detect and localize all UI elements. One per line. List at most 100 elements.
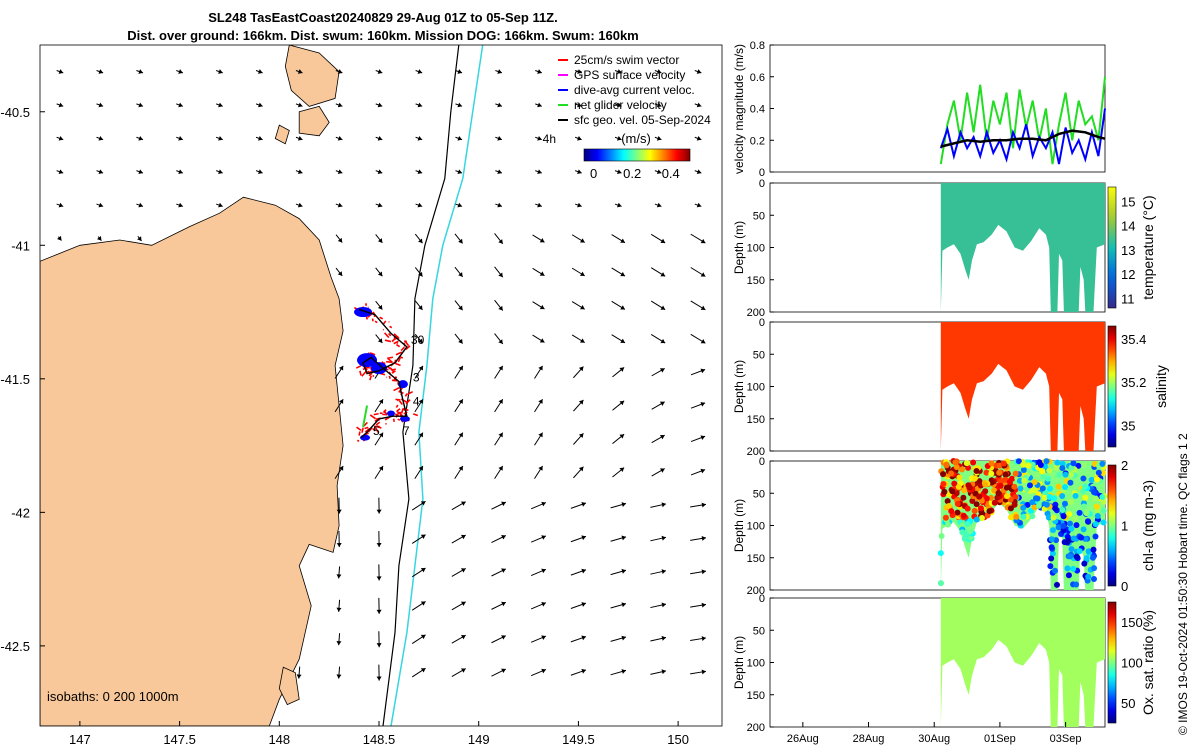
swim-vector	[404, 393, 408, 397]
salinity-panel-y-axis-label: Depth (m)	[732, 360, 746, 413]
sfc-geo-arrow-head	[659, 368, 665, 373]
chla-sample	[940, 481, 947, 488]
sfc-geo-arrow-head	[420, 501, 426, 506]
sfc-geo-arrow	[534, 398, 544, 413]
velocity-y-tick-label: 0.8	[750, 40, 765, 52]
chla-sample	[1051, 567, 1058, 574]
sfc-geo-arrow-head	[541, 668, 546, 674]
sfc-geo-arrow	[651, 468, 665, 477]
chla-sample	[1024, 501, 1031, 508]
sfc-geo-arrow-head	[417, 202, 423, 208]
sfc-geo-arrow	[454, 300, 464, 311]
chla-sample	[971, 507, 978, 514]
time-tick-label: 26Aug	[787, 733, 819, 745]
chla-sample	[961, 535, 968, 542]
sfc-geo-arrow	[612, 433, 625, 445]
sfc-geo-arrow	[650, 300, 666, 311]
chla-panel-y-tick-label: 50	[753, 488, 765, 500]
chla-sample	[1050, 514, 1057, 521]
sfc-geo-arrow	[530, 568, 547, 577]
swim-vector	[363, 421, 368, 427]
sfc-geo-arrow-head	[338, 365, 344, 371]
sfc-geo-arrow	[375, 234, 383, 244]
sfc-geo-arrow-head	[417, 135, 423, 141]
sfc-geo-arrow	[690, 233, 706, 244]
sfc-geo-arrow-head	[538, 465, 543, 471]
sfc-geo-arrow	[176, 102, 184, 108]
chla-sample	[1084, 518, 1091, 525]
sfc-geo-arrow	[414, 300, 423, 311]
temperature-panel-y-tick-label: 0	[759, 178, 765, 190]
salinity-panel-colorbar	[1107, 325, 1117, 448]
sfc-geo-arrow-head	[696, 102, 702, 108]
sfc-geo-arrow	[573, 366, 584, 379]
map-y-tick-label: -40.5	[0, 105, 30, 120]
chla-sample	[1060, 523, 1067, 530]
sfc-geo-arrow-head	[58, 135, 64, 141]
sfc-geo-arrow-head	[616, 69, 622, 74]
chla-sample	[1053, 581, 1060, 588]
chla-sample	[1037, 461, 1044, 468]
chla-sample	[942, 514, 949, 521]
salinity-panel-y-tick-label: 50	[753, 349, 765, 361]
swim-vector	[372, 374, 375, 378]
sfc-geo-arrow	[96, 202, 104, 208]
chla-sample	[1048, 555, 1055, 562]
sfc-geo-arrow	[454, 365, 464, 379]
swim-vector	[405, 399, 411, 405]
sfc-geo-arrow-head	[620, 238, 625, 243]
chla-sample	[1029, 513, 1036, 520]
sfc-geo-arrow	[654, 69, 662, 74]
sfc-geo-arrow-head	[701, 502, 706, 508]
chla-sample	[954, 509, 961, 516]
chla-sample	[1047, 563, 1054, 570]
chla-sample	[1100, 469, 1107, 476]
sfc-geo-arrow-head	[621, 635, 626, 641]
land-island-2	[274, 124, 290, 145]
sfc-geo-arrow-head	[541, 635, 546, 640]
sfc-geo-arrow	[57, 235, 62, 241]
sfc-geo-arrow	[534, 465, 544, 479]
sfc-geo-arrow-head	[377, 238, 383, 243]
sfc-geo-arrow	[335, 202, 343, 208]
sfc-geo-arrow	[651, 401, 665, 410]
temperature-panel-data-fill	[940, 183, 1105, 312]
sfc-geo-arrow	[650, 334, 666, 344]
sfc-geo-arrow-head	[619, 467, 625, 473]
sfc-geo-arrow	[335, 69, 343, 74]
sfc-geo-arrow	[296, 666, 302, 679]
temperature-panel-colorbar-tick-label: 14	[1121, 219, 1135, 234]
sfc-geo-arrow-head	[661, 602, 666, 608]
chla-sample	[1048, 544, 1055, 551]
swim-vector	[358, 431, 361, 436]
chla-sample	[996, 469, 1003, 476]
oxygen-panel-y-tick-label: 200	[747, 722, 765, 734]
sfc-geo-arrow	[374, 432, 384, 446]
chla-sample	[1059, 493, 1066, 500]
sfc-geo-arrow-head	[178, 69, 183, 74]
legend-label: GPS surface velocity	[574, 68, 685, 82]
sfc-geo-arrow	[532, 334, 545, 343]
chla-sample	[1025, 462, 1032, 469]
chla-sample	[1093, 503, 1100, 510]
chla-sample	[1067, 520, 1074, 527]
sfc-geo-arrow-head	[577, 202, 582, 208]
sfc-geo-arrow-head	[497, 169, 502, 175]
salinity-panel-y-tick-label: 200	[747, 446, 765, 458]
chla-sample	[1064, 565, 1071, 572]
chla-sample	[1100, 519, 1107, 526]
sfc-geo-arrow	[654, 135, 662, 141]
sfc-geo-arrow	[336, 566, 342, 579]
map-y-tick-label: -41.5	[0, 372, 30, 387]
sfc-geo-arrow-head	[656, 135, 662, 141]
chla-sample	[1072, 515, 1079, 522]
sfc-geo-arrow	[216, 69, 223, 74]
sfc-geo-arrow-head	[661, 635, 666, 641]
sfc-geo-arrow-head	[218, 202, 223, 208]
sfc-geo-arrow	[455, 202, 463, 208]
sfc-geo-arrow-head	[539, 238, 545, 243]
sfc-geo-arrow	[335, 169, 343, 175]
chla-sample	[970, 459, 977, 466]
sfc-geo-arrow-head	[537, 202, 542, 208]
chla-sample	[958, 466, 965, 473]
